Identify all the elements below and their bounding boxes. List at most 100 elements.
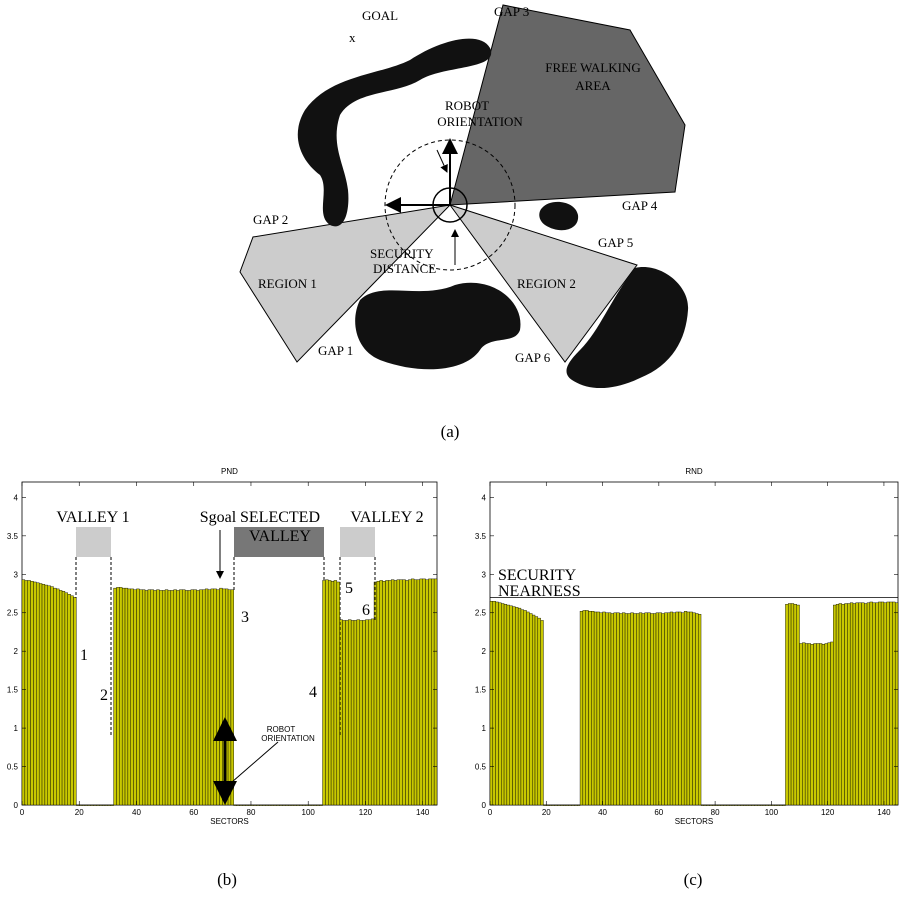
y-tick-label: 0.5 [7, 763, 19, 772]
bar [597, 612, 600, 805]
bar [320, 805, 323, 806]
annotation: SELECTED [240, 509, 320, 526]
bar [297, 805, 300, 806]
bar [337, 582, 340, 805]
bar [237, 805, 240, 806]
label: GAP 3 [494, 4, 529, 19]
bar [305, 805, 308, 806]
y-tick-label: 0.5 [475, 763, 487, 772]
bar [771, 805, 774, 806]
bar [257, 805, 260, 806]
bar [510, 606, 513, 805]
bar [285, 805, 288, 806]
annotation: VALLEY [249, 528, 311, 545]
bar [884, 603, 887, 805]
x-tick-label: 0 [488, 808, 493, 817]
annotation: 3 [241, 609, 249, 626]
bar [205, 589, 208, 805]
bar [493, 601, 496, 805]
bar [681, 613, 684, 805]
y-tick-label: 1 [14, 724, 19, 733]
bar [867, 603, 870, 805]
y-tick-label: 3.5 [7, 532, 19, 541]
bar [527, 612, 530, 805]
annotation: NEARNESS [498, 583, 581, 600]
bar [690, 612, 693, 805]
bar [875, 603, 878, 805]
bar [136, 589, 139, 805]
bar [294, 805, 297, 806]
bar [62, 591, 65, 805]
bar [833, 605, 836, 805]
bar [383, 581, 386, 805]
bar [746, 805, 749, 806]
annotation: ORIENTATION [261, 734, 315, 743]
bar [371, 619, 374, 805]
bar [769, 805, 772, 806]
valley-box [76, 527, 111, 557]
bar [157, 590, 160, 805]
bar [572, 805, 575, 806]
bar [76, 805, 79, 806]
y-tick-label: 1 [482, 724, 487, 733]
bar [504, 604, 507, 805]
bar [88, 805, 91, 806]
bar [406, 580, 409, 805]
bar [563, 805, 566, 806]
bar [639, 613, 642, 805]
x-tick-label: 60 [189, 808, 198, 817]
bar [191, 590, 194, 805]
bar [653, 614, 656, 805]
x-tick-label: 0 [20, 808, 25, 817]
y-tick-label: 3 [482, 570, 487, 579]
bar [202, 590, 205, 805]
bar [543, 805, 546, 806]
annotation: 6 [362, 602, 370, 619]
bar [199, 590, 202, 805]
label: DISTANCE [373, 261, 436, 276]
bar [251, 805, 254, 806]
bar [634, 614, 637, 805]
bar [628, 614, 631, 805]
bar [521, 610, 524, 805]
bar [496, 602, 499, 805]
bar [380, 580, 383, 805]
bar [518, 608, 521, 805]
bar [532, 615, 535, 805]
bar [600, 613, 603, 805]
bar [74, 597, 77, 805]
x-tick-label: 100 [302, 808, 316, 817]
annotation: ROBOT [267, 725, 296, 734]
bar [586, 610, 589, 805]
bar [328, 580, 331, 805]
bar [91, 805, 94, 806]
bar [887, 602, 890, 805]
bar [797, 605, 800, 805]
bar [334, 580, 337, 805]
bar [785, 604, 788, 805]
bar [498, 603, 501, 805]
bar [391, 580, 394, 805]
label: GAP 1 [318, 343, 353, 358]
bar [260, 805, 263, 806]
bar [636, 614, 639, 805]
bar [211, 589, 214, 805]
bar [619, 614, 622, 805]
annotation: 4 [309, 684, 317, 701]
bar [760, 805, 763, 806]
bar [308, 805, 311, 806]
bar [679, 612, 682, 805]
bar [819, 644, 822, 806]
bar [847, 604, 850, 805]
bar [873, 603, 876, 805]
bar [33, 582, 36, 805]
bar [171, 590, 174, 805]
bar [673, 613, 676, 805]
bar [603, 612, 606, 805]
bar [664, 613, 667, 805]
bar [288, 805, 291, 806]
bar [524, 610, 527, 805]
bar [151, 590, 154, 805]
bar [808, 644, 811, 806]
bar [740, 805, 743, 806]
